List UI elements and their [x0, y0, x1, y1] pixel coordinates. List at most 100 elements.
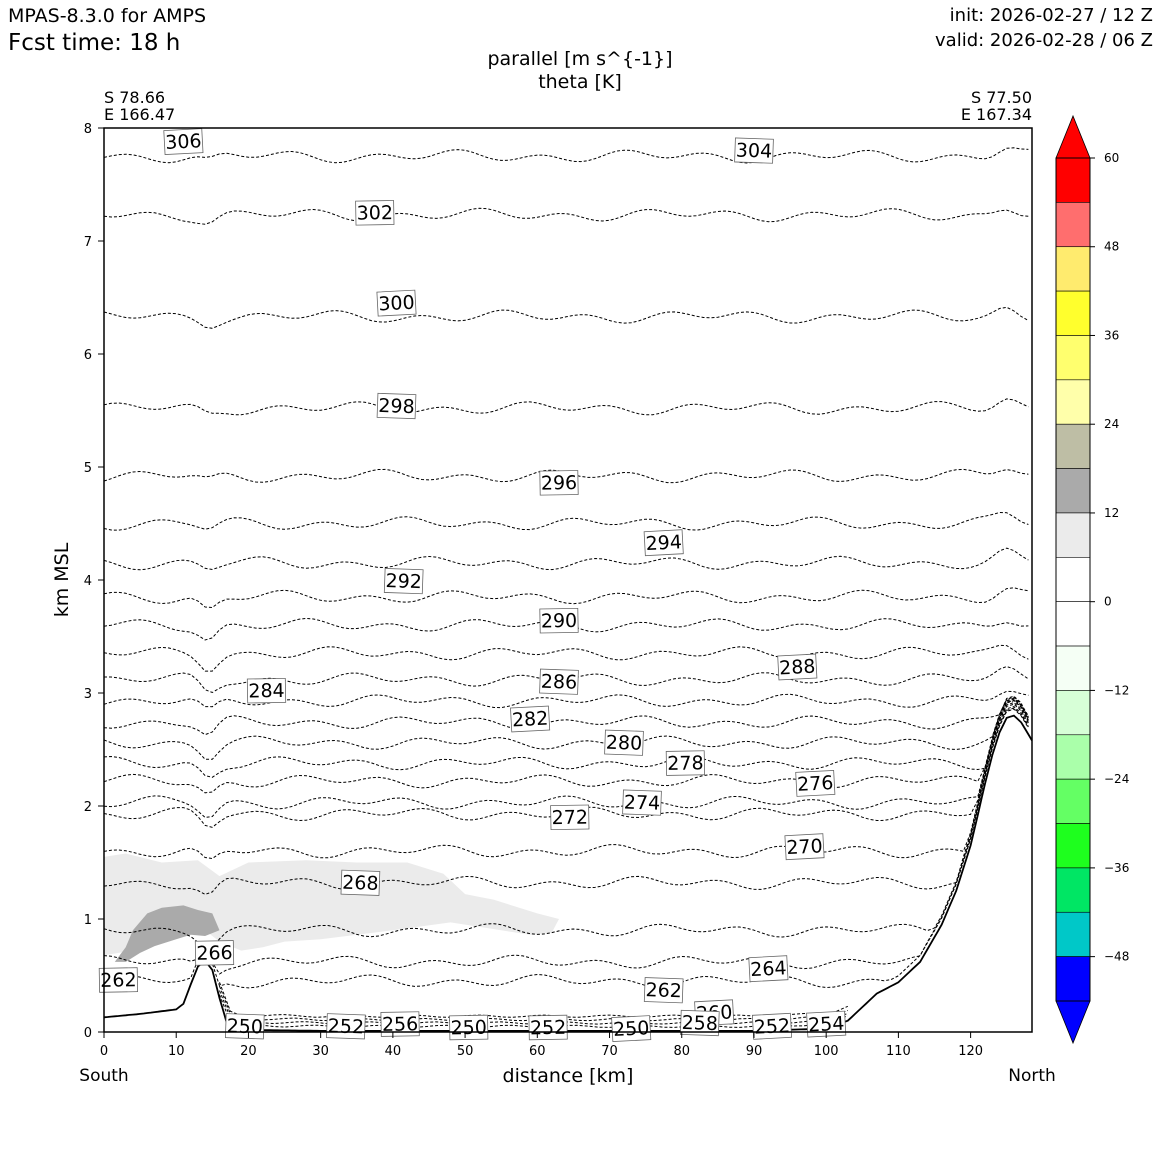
contour-label: 282 — [510, 705, 551, 733]
contour-label: 254 — [806, 1010, 847, 1038]
x-tick-label: 100 — [814, 1044, 839, 1059]
contour-label-box — [643, 529, 684, 557]
valid-time: valid: 2026-02-28 / 06 Z — [935, 30, 1153, 51]
contour-label: 258 — [679, 1009, 720, 1037]
isentrope-262 — [104, 708, 1029, 989]
contour-label-text: 294 — [645, 531, 682, 555]
colorbar-over-arrow — [1055, 114, 1091, 159]
contour-label: 280 — [604, 729, 644, 756]
axes: 0 10 20 30 40 50 60 70 80 90 100 110 120 0 1 2 3 4 5 6 7 8 — [84, 122, 1033, 1059]
contour-label-text: 252 — [327, 1015, 364, 1038]
contour-label: 292 — [383, 568, 424, 595]
colorbar-tick-label: 12 — [1104, 506, 1119, 520]
contour-label: 304 — [734, 137, 774, 164]
init-time: init: 2026-02-27 / 12 Z — [949, 5, 1153, 26]
colorbar-segment — [1055, 379, 1091, 425]
x-tick-label: 10 — [168, 1044, 185, 1059]
contour-label: 302 — [355, 200, 395, 226]
contour-label-text: 250 — [613, 1017, 650, 1041]
contour-label-text: 272 — [551, 806, 588, 829]
colorbar-frame — [1055, 157, 1091, 1002]
colorbar-segment — [1055, 468, 1091, 514]
x-axis-label: distance [km] — [502, 1065, 634, 1087]
contour-label-box — [449, 1014, 489, 1041]
right-longitude: E 167.34 — [960, 105, 1032, 124]
isentrope-284 — [104, 690, 1029, 709]
chart-title: parallel [m s^{-1}] — [487, 48, 673, 70]
isentrope-282 — [104, 695, 1029, 736]
contour-label-box — [751, 1012, 793, 1040]
forecast-time: Fcst time: 18 h — [8, 30, 181, 56]
contour-label-box — [795, 770, 836, 797]
y-tick-label: 0 — [84, 1026, 92, 1041]
x-tick-label: 110 — [886, 1044, 911, 1059]
contour-label-box — [679, 1009, 720, 1037]
colorbar-tick-label: 36 — [1104, 328, 1119, 342]
isentrope-294 — [104, 547, 1029, 571]
contour-label: 252 — [751, 1012, 793, 1040]
contour-label-text: 256 — [382, 1013, 419, 1036]
contour-label-text: 284 — [248, 680, 285, 703]
contour-label-text: 268 — [342, 872, 379, 895]
colorbar: 60 48 36 24 12 0 −12 −24 −36 −48 — [1055, 114, 1129, 1045]
isentrope-300 — [104, 398, 1029, 416]
contour-label-box — [98, 967, 139, 993]
contour-label-box — [734, 137, 774, 164]
wind-shading — [104, 853, 559, 962]
right-endpoint-coords: S 77.50 E 167.34 — [961, 89, 1032, 123]
contour-label-box — [777, 653, 818, 681]
isentrope-270 — [104, 702, 1029, 860]
y-tick-label: 3 — [84, 687, 92, 702]
contour-label-text: 298 — [378, 395, 415, 418]
colorbar-segment — [1055, 423, 1091, 469]
y-tick-label: 6 — [84, 348, 92, 363]
colorbar-tick-label: 24 — [1104, 417, 1119, 431]
isentrope-292 — [104, 587, 1029, 609]
colorbar-under-arrow — [1055, 1000, 1091, 1045]
contour-label-box — [380, 1011, 420, 1037]
contour-label-box — [665, 750, 706, 776]
contour-label-text: 302 — [356, 202, 393, 225]
x-tick-label: 60 — [529, 1044, 546, 1059]
x-tick-label: 70 — [601, 1044, 618, 1059]
colorbar-segment — [1055, 246, 1091, 292]
contour-label-text: 252 — [753, 1015, 790, 1039]
contour-label: 266 — [194, 940, 235, 966]
y-tick-label: 7 — [84, 235, 92, 250]
x-tick-label: 20 — [240, 1044, 257, 1059]
contour-label-box — [622, 789, 662, 816]
y-tick-label: 1 — [84, 913, 92, 928]
contour-label-box — [539, 470, 579, 496]
colorbar-tick-label: −24 — [1104, 772, 1129, 786]
contour-label-box — [194, 940, 235, 966]
contour-label-text: 282 — [511, 708, 548, 732]
contour-label-text: 286 — [540, 671, 577, 694]
contour-label-box — [376, 289, 417, 317]
contour-label-text: 254 — [808, 1013, 845, 1037]
colorbar-segment — [1055, 690, 1091, 736]
contour-label: 284 — [246, 677, 287, 704]
contour-label-text: 276 — [797, 772, 834, 796]
isentrope-274 — [104, 699, 1029, 819]
contour-label-box — [604, 729, 644, 756]
contour-label-box — [539, 668, 579, 695]
y-tick-label: 8 — [84, 122, 92, 137]
contour-label: 250 — [611, 1015, 652, 1042]
contour-label-box — [246, 677, 287, 704]
left-endpoint-coords: S 78.66 E 166.47 — [104, 89, 175, 123]
contour-label: 252 — [528, 1014, 568, 1041]
dark-shading — [114, 905, 220, 962]
contour-label-text: 270 — [786, 835, 823, 859]
contour-label-text: 288 — [779, 656, 816, 680]
colorbar-segment — [1055, 645, 1091, 691]
contour-label: 276 — [795, 770, 836, 797]
contour-label-text: 292 — [385, 570, 422, 593]
isentrope-306 — [104, 147, 1029, 164]
colorbar-segment — [1055, 290, 1091, 336]
colorbar-segment — [1055, 778, 1091, 824]
north-end-label: North — [1008, 1066, 1056, 1086]
contour-label-box — [784, 833, 825, 861]
contour-label-box — [550, 804, 590, 831]
isentrope-264 — [104, 707, 1029, 975]
isentrope-304 — [104, 207, 1029, 225]
